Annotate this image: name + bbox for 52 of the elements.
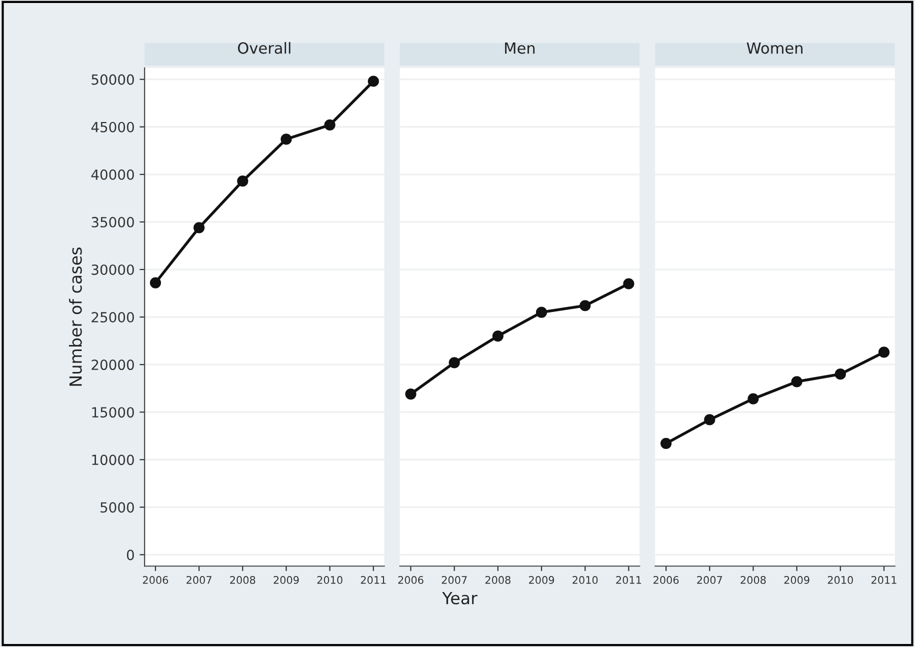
x-tick-label: 2011: [616, 576, 641, 584]
x-tick-label: 2009: [274, 576, 299, 584]
point: [324, 119, 336, 131]
y-tick-label: 10000: [92, 454, 134, 466]
x-tick-label: 2007: [697, 576, 722, 584]
x-tick-label: 2007: [442, 576, 467, 584]
point: [237, 176, 248, 187]
point: [791, 376, 802, 388]
point: [536, 306, 548, 318]
x-tick-label: 2010: [828, 576, 853, 584]
point: [834, 368, 846, 380]
y-tick-label: 40000: [91, 169, 134, 180]
x-tick-label: 2006: [654, 576, 679, 584]
x-tick-label: 2009: [784, 576, 810, 584]
point: [580, 300, 591, 312]
y-tick-label: 25000: [92, 312, 134, 323]
y-tick-label: 30000: [92, 264, 134, 275]
y-tick-label: 20000: [92, 360, 134, 370]
y-tick-label: 50000: [92, 74, 134, 85]
chart-title: Men: [505, 42, 535, 54]
point: [704, 414, 716, 426]
x-tick-label: 2009: [529, 576, 554, 584]
chart-title: Women: [746, 42, 802, 54]
point: [194, 222, 205, 234]
x-tick-label: 2006: [142, 576, 168, 584]
y-tick-label: 5000: [100, 502, 134, 513]
x-tick-label: 2011: [360, 576, 386, 584]
x-axis-title: Year: [442, 592, 478, 604]
y-tick-label: 35000: [92, 216, 134, 228]
y-tick-label: 0: [126, 550, 134, 560]
y-tick-label: 45000: [91, 122, 134, 132]
point: [748, 393, 759, 404]
x-tick-label: 2010: [317, 576, 342, 584]
x-tick-label: 2008: [230, 576, 256, 584]
x-tick-label: 2011: [871, 576, 896, 584]
y-tick-label: 15000: [92, 407, 134, 418]
x-tick-label: 2006: [398, 576, 424, 584]
point: [660, 438, 672, 450]
chart-title: Overall: [238, 42, 290, 54]
point: [878, 346, 890, 358]
point: [448, 357, 460, 368]
point: [623, 278, 634, 290]
point: [405, 388, 416, 400]
point: [280, 134, 292, 145]
point: [368, 76, 379, 87]
point: [492, 330, 504, 342]
point: [150, 277, 162, 288]
x-tick-label: 2007: [186, 576, 212, 584]
x-tick-label: 2008: [740, 576, 766, 584]
x-tick-label: 2008: [485, 576, 510, 584]
y-axis-title: Number of cases: [68, 248, 82, 386]
x-tick-label: 2010: [572, 576, 598, 584]
